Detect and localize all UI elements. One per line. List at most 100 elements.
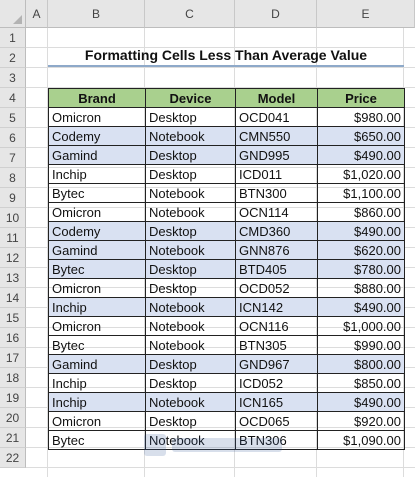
price-cell[interactable]: $800.00	[317, 354, 405, 374]
model-cell[interactable]: OCD065	[235, 411, 318, 431]
brand-cell[interactable]: Bytec	[48, 335, 146, 355]
brand-cell[interactable]: Bytec	[48, 259, 146, 279]
price-cell[interactable]: $980.00	[317, 107, 405, 127]
price-cell[interactable]: $490.00	[317, 297, 405, 317]
price-cell[interactable]: $850.00	[317, 373, 405, 393]
device-cell[interactable]: Desktop	[145, 107, 236, 127]
device-cell[interactable]: Desktop	[145, 145, 236, 165]
row-header-8[interactable]: 8	[0, 168, 26, 188]
sheet-title[interactable]: Formatting Cells Less Than Average Value	[48, 45, 404, 67]
header-brand[interactable]: Brand	[48, 88, 146, 108]
device-cell[interactable]: Desktop	[145, 164, 236, 184]
row-header-12[interactable]: 12	[0, 248, 26, 268]
row-header-3[interactable]: 3	[0, 68, 26, 88]
device-cell[interactable]: Notebook	[145, 335, 236, 355]
row-header-15[interactable]: 15	[0, 308, 26, 328]
row-header-17[interactable]: 17	[0, 348, 26, 368]
device-cell[interactable]: Notebook	[145, 183, 236, 203]
select-all-corner[interactable]	[0, 0, 26, 28]
model-cell[interactable]: OCD041	[235, 107, 318, 127]
row-header-7[interactable]: 7	[0, 148, 26, 168]
model-cell[interactable]: ICN165	[235, 392, 318, 412]
price-cell[interactable]: $490.00	[317, 221, 405, 241]
brand-cell[interactable]: Bytec	[48, 183, 146, 203]
brand-cell[interactable]: Inchip	[48, 297, 146, 317]
device-cell[interactable]: Desktop	[145, 259, 236, 279]
brand-cell[interactable]: Omicron	[48, 411, 146, 431]
device-cell[interactable]: Desktop	[145, 373, 236, 393]
column-header-a[interactable]: A	[26, 0, 48, 28]
device-cell[interactable]: Desktop	[145, 354, 236, 374]
brand-cell[interactable]: Omicron	[48, 202, 146, 222]
brand-cell[interactable]: Omicron	[48, 107, 146, 127]
price-cell[interactable]: $490.00	[317, 145, 405, 165]
price-cell[interactable]: $620.00	[317, 240, 405, 260]
price-cell[interactable]: $1,000.00	[317, 316, 405, 336]
model-cell[interactable]: ICD052	[235, 373, 318, 393]
model-cell[interactable]: ICN142	[235, 297, 318, 317]
row-header-21[interactable]: 21	[0, 428, 26, 448]
row-header-2[interactable]: 2	[0, 48, 26, 68]
model-cell[interactable]: GND967	[235, 354, 318, 374]
model-cell[interactable]: BTN306	[235, 430, 318, 450]
column-header-c[interactable]: C	[145, 0, 235, 28]
price-cell[interactable]: $990.00	[317, 335, 405, 355]
price-cell[interactable]: $1,020.00	[317, 164, 405, 184]
price-cell[interactable]: $650.00	[317, 126, 405, 146]
brand-cell[interactable]: Omicron	[48, 316, 146, 336]
brand-cell[interactable]: Gamind	[48, 354, 146, 374]
price-cell[interactable]: $860.00	[317, 202, 405, 222]
brand-cell[interactable]: Codemy	[48, 221, 146, 241]
row-header-6[interactable]: 6	[0, 128, 26, 148]
row-header-14[interactable]: 14	[0, 288, 26, 308]
brand-cell[interactable]: Inchip	[48, 392, 146, 412]
device-cell[interactable]: Notebook	[145, 316, 236, 336]
row-header-16[interactable]: 16	[0, 328, 26, 348]
device-cell[interactable]: Desktop	[145, 411, 236, 431]
row-header-9[interactable]: 9	[0, 188, 26, 208]
row-header-11[interactable]: 11	[0, 228, 26, 248]
row-header-5[interactable]: 5	[0, 108, 26, 128]
row-header-10[interactable]: 10	[0, 208, 26, 228]
row-header-1[interactable]: 1	[0, 28, 26, 48]
row-header-4[interactable]: 4	[0, 88, 26, 108]
brand-cell[interactable]: Inchip	[48, 164, 146, 184]
device-cell[interactable]: Notebook	[145, 297, 236, 317]
row-header-20[interactable]: 20	[0, 408, 26, 428]
price-cell[interactable]: $880.00	[317, 278, 405, 298]
model-cell[interactable]: BTD405	[235, 259, 318, 279]
device-cell[interactable]: Desktop	[145, 278, 236, 298]
price-cell[interactable]: $920.00	[317, 411, 405, 431]
header-model[interactable]: Model	[235, 88, 318, 108]
column-header-e[interactable]: E	[317, 0, 415, 28]
model-cell[interactable]: OCN114	[235, 202, 318, 222]
price-cell[interactable]: $780.00	[317, 259, 405, 279]
device-cell[interactable]: Notebook	[145, 126, 236, 146]
row-header-13[interactable]: 13	[0, 268, 26, 288]
model-cell[interactable]: BTN300	[235, 183, 318, 203]
price-cell[interactable]: $490.00	[317, 392, 405, 412]
model-cell[interactable]: GNN876	[235, 240, 318, 260]
brand-cell[interactable]: Gamind	[48, 240, 146, 260]
price-cell[interactable]: $1,100.00	[317, 183, 405, 203]
price-cell[interactable]: $1,090.00	[317, 430, 405, 450]
model-cell[interactable]: ICD011	[235, 164, 318, 184]
device-cell[interactable]: Notebook	[145, 392, 236, 412]
brand-cell[interactable]: Inchip	[48, 373, 146, 393]
model-cell[interactable]: CMD360	[235, 221, 318, 241]
model-cell[interactable]: BTN305	[235, 335, 318, 355]
brand-cell[interactable]: Omicron	[48, 278, 146, 298]
brand-cell[interactable]: Bytec	[48, 430, 146, 450]
brand-cell[interactable]: Gamind	[48, 145, 146, 165]
model-cell[interactable]: GND995	[235, 145, 318, 165]
column-header-b[interactable]: B	[48, 0, 145, 28]
row-header-22[interactable]: 22	[0, 448, 26, 468]
model-cell[interactable]: OCD052	[235, 278, 318, 298]
device-cell[interactable]: Notebook	[145, 430, 236, 450]
model-cell[interactable]: OCN116	[235, 316, 318, 336]
device-cell[interactable]: Notebook	[145, 202, 236, 222]
model-cell[interactable]: CMN550	[235, 126, 318, 146]
device-cell[interactable]: Desktop	[145, 221, 236, 241]
header-device[interactable]: Device	[145, 88, 236, 108]
device-cell[interactable]: Notebook	[145, 240, 236, 260]
